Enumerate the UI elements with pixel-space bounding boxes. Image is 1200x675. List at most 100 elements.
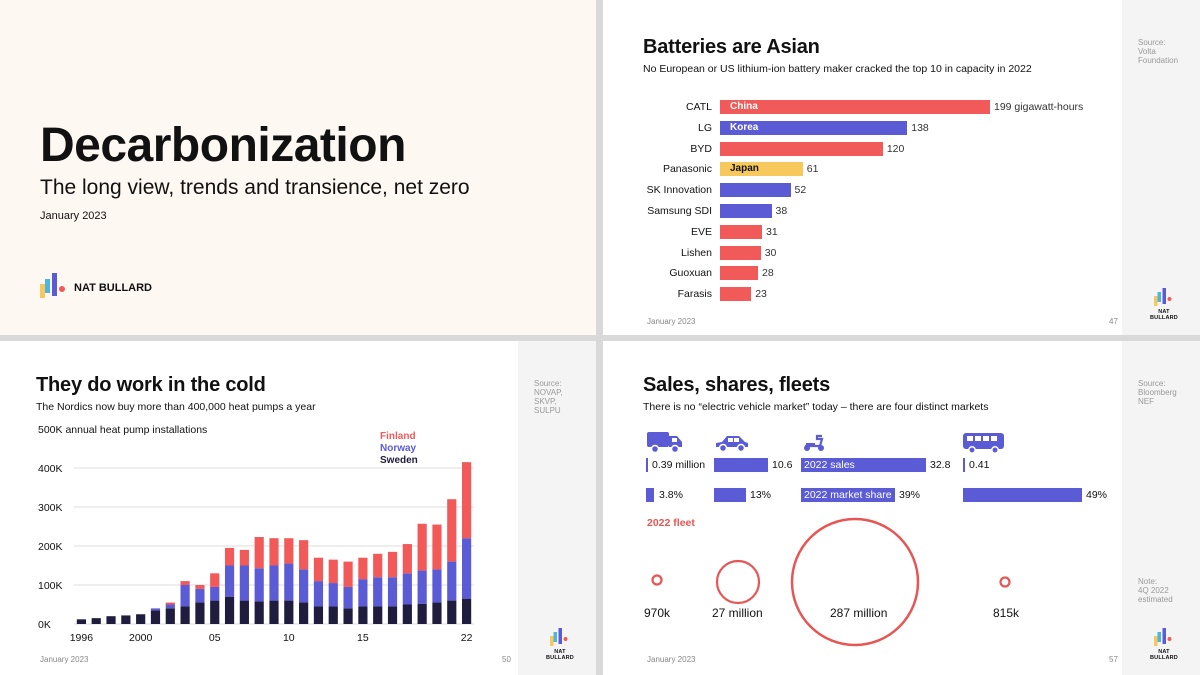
bar-segment-sweden bbox=[239, 600, 249, 624]
sales-label-truck: 0.39 million bbox=[652, 459, 706, 471]
bar-segment-finland bbox=[447, 499, 457, 562]
footer-date: January 2023 bbox=[647, 655, 696, 664]
fleet-circle-bus bbox=[999, 576, 1011, 588]
brand-logo-icon bbox=[1154, 628, 1172, 646]
bar-segment-finland bbox=[224, 547, 235, 566]
share-inner-label: 2022 market share bbox=[804, 489, 892, 501]
bar-segment-finland bbox=[402, 544, 412, 574]
bar-segment-sweden bbox=[417, 603, 427, 624]
y-tick-label: 200K bbox=[38, 541, 63, 553]
brand-name: NAT BULLARD bbox=[546, 649, 574, 661]
fleet-circle-car bbox=[715, 559, 761, 605]
bar bbox=[720, 120, 908, 135]
legend-norway: Norway bbox=[380, 443, 417, 454]
bar-segment-norway bbox=[462, 538, 472, 599]
bar-value-label: 31 bbox=[766, 225, 778, 238]
x-tick-label: 05 bbox=[209, 632, 221, 644]
source-note: Source: NOVAP, SKVP, SULPU bbox=[534, 379, 563, 415]
y-tick-label: 0K bbox=[38, 619, 51, 631]
deck-subtitle: The long view, trends and transience, ne… bbox=[40, 176, 470, 199]
bar-segment-norway bbox=[343, 586, 353, 609]
share-bar-car bbox=[714, 488, 746, 502]
bar-category-label: EVE bbox=[690, 225, 712, 238]
share-bar-truck bbox=[646, 488, 654, 502]
bar-segment-norway bbox=[432, 569, 442, 603]
bar bbox=[720, 141, 883, 156]
sales-bar-car bbox=[714, 458, 768, 472]
sales-inner-label: 2022 sales bbox=[804, 459, 855, 471]
bar-segment-sweden bbox=[91, 618, 101, 624]
brand-logo-icon bbox=[1154, 288, 1172, 306]
bar-segment-sweden bbox=[254, 601, 264, 624]
bar-segment-sweden bbox=[343, 608, 353, 624]
bar bbox=[720, 287, 752, 302]
bar-segment-norway bbox=[165, 604, 175, 609]
page-number: 47 bbox=[1109, 317, 1118, 326]
bar-segment-sweden bbox=[106, 616, 116, 624]
x-tick-label: 10 bbox=[283, 632, 295, 644]
bar-segment-sweden bbox=[313, 606, 324, 624]
bar-value-label: 120 bbox=[886, 142, 905, 155]
bar-country-label: China bbox=[730, 101, 758, 112]
car-icon bbox=[716, 436, 748, 453]
brand-logo-icon bbox=[550, 628, 568, 646]
bar-segment-norway bbox=[195, 588, 205, 603]
share-label-scooter: 39% bbox=[899, 489, 921, 501]
bar-segment-norway bbox=[224, 565, 235, 597]
bar-segment-norway bbox=[239, 565, 249, 601]
bar-segment-finland bbox=[210, 573, 220, 587]
bar bbox=[720, 224, 763, 239]
sales-bar-bus bbox=[963, 458, 965, 472]
slide-title: They do work in the cold bbox=[36, 374, 266, 396]
fleet-label-scooter: 287 million bbox=[830, 606, 888, 620]
bar-segment-sweden bbox=[136, 614, 146, 624]
bar-country-label: Korea bbox=[730, 121, 759, 133]
share-bar-scooter bbox=[801, 488, 895, 502]
bar-segment-norway bbox=[373, 577, 383, 607]
bar-segment-finland bbox=[417, 523, 427, 571]
ev-markets-slide: Sales, shares, fleets There is no “elect… bbox=[603, 341, 1200, 675]
bar-segment-finland bbox=[343, 561, 353, 587]
side-panel: Source: Bloomberg NEF Note: 4Q 2022 esti… bbox=[1122, 341, 1200, 675]
source-note: Source: Volta Foundation bbox=[1138, 38, 1179, 65]
slide-title: Batteries are Asian bbox=[643, 36, 820, 58]
bar-value-label: 23 bbox=[755, 288, 767, 301]
bar-category-label: Samsung SDI bbox=[647, 205, 712, 217]
share-label-truck: 3.8% bbox=[659, 489, 683, 501]
bar-segment-sweden bbox=[150, 610, 161, 624]
bar-value-label: 38 bbox=[775, 205, 788, 217]
fleet-label-truck: 970k bbox=[644, 606, 671, 620]
bar-segment-finland bbox=[358, 557, 368, 580]
truck-icon bbox=[647, 432, 682, 454]
fleet-label-bus: 815k bbox=[993, 606, 1020, 620]
bar-segment-sweden bbox=[328, 606, 338, 624]
x-tick-label: 22 bbox=[461, 632, 473, 644]
bar-segment-finland bbox=[462, 462, 472, 539]
bar-segment-sweden bbox=[462, 598, 472, 624]
deck-date: January 2023 bbox=[40, 210, 107, 222]
bar bbox=[720, 266, 758, 281]
bar-segment-norway bbox=[254, 568, 264, 602]
bar-segment-sweden bbox=[402, 604, 412, 624]
bar-category-label: SK Innovation bbox=[646, 184, 712, 197]
bar-segment-norway bbox=[402, 573, 412, 605]
bar bbox=[720, 183, 791, 198]
share-bar-bus bbox=[963, 488, 1082, 502]
brand-logo-icon bbox=[40, 273, 65, 298]
slide-subtitle: No European or US lithium-ion battery ma… bbox=[643, 63, 1032, 75]
bar-segment-finland bbox=[432, 524, 442, 570]
mini-brand: NAT BULLARD bbox=[1144, 628, 1184, 661]
bar-segment-sweden bbox=[387, 606, 398, 624]
bar-segment-norway bbox=[313, 581, 324, 607]
slide-subtitle: There is no “electric vehicle market” to… bbox=[643, 401, 989, 413]
bar-segment-finland bbox=[328, 559, 338, 584]
deck-title: Decarbonization bbox=[40, 119, 406, 172]
bar-category-label: BYD bbox=[690, 142, 712, 155]
bar-category-label: CATL bbox=[685, 101, 712, 113]
footer-date: January 2023 bbox=[40, 655, 89, 664]
legend-finland: Finland bbox=[380, 431, 416, 442]
bar-value-label: 199 gigawatt-hours bbox=[994, 101, 1084, 113]
bar-segment-sweden bbox=[269, 600, 279, 624]
side-panel: Source: NOVAP, SKVP, SULPU NAT BULLARD bbox=[518, 341, 596, 675]
bar-segment-sweden bbox=[195, 602, 205, 624]
